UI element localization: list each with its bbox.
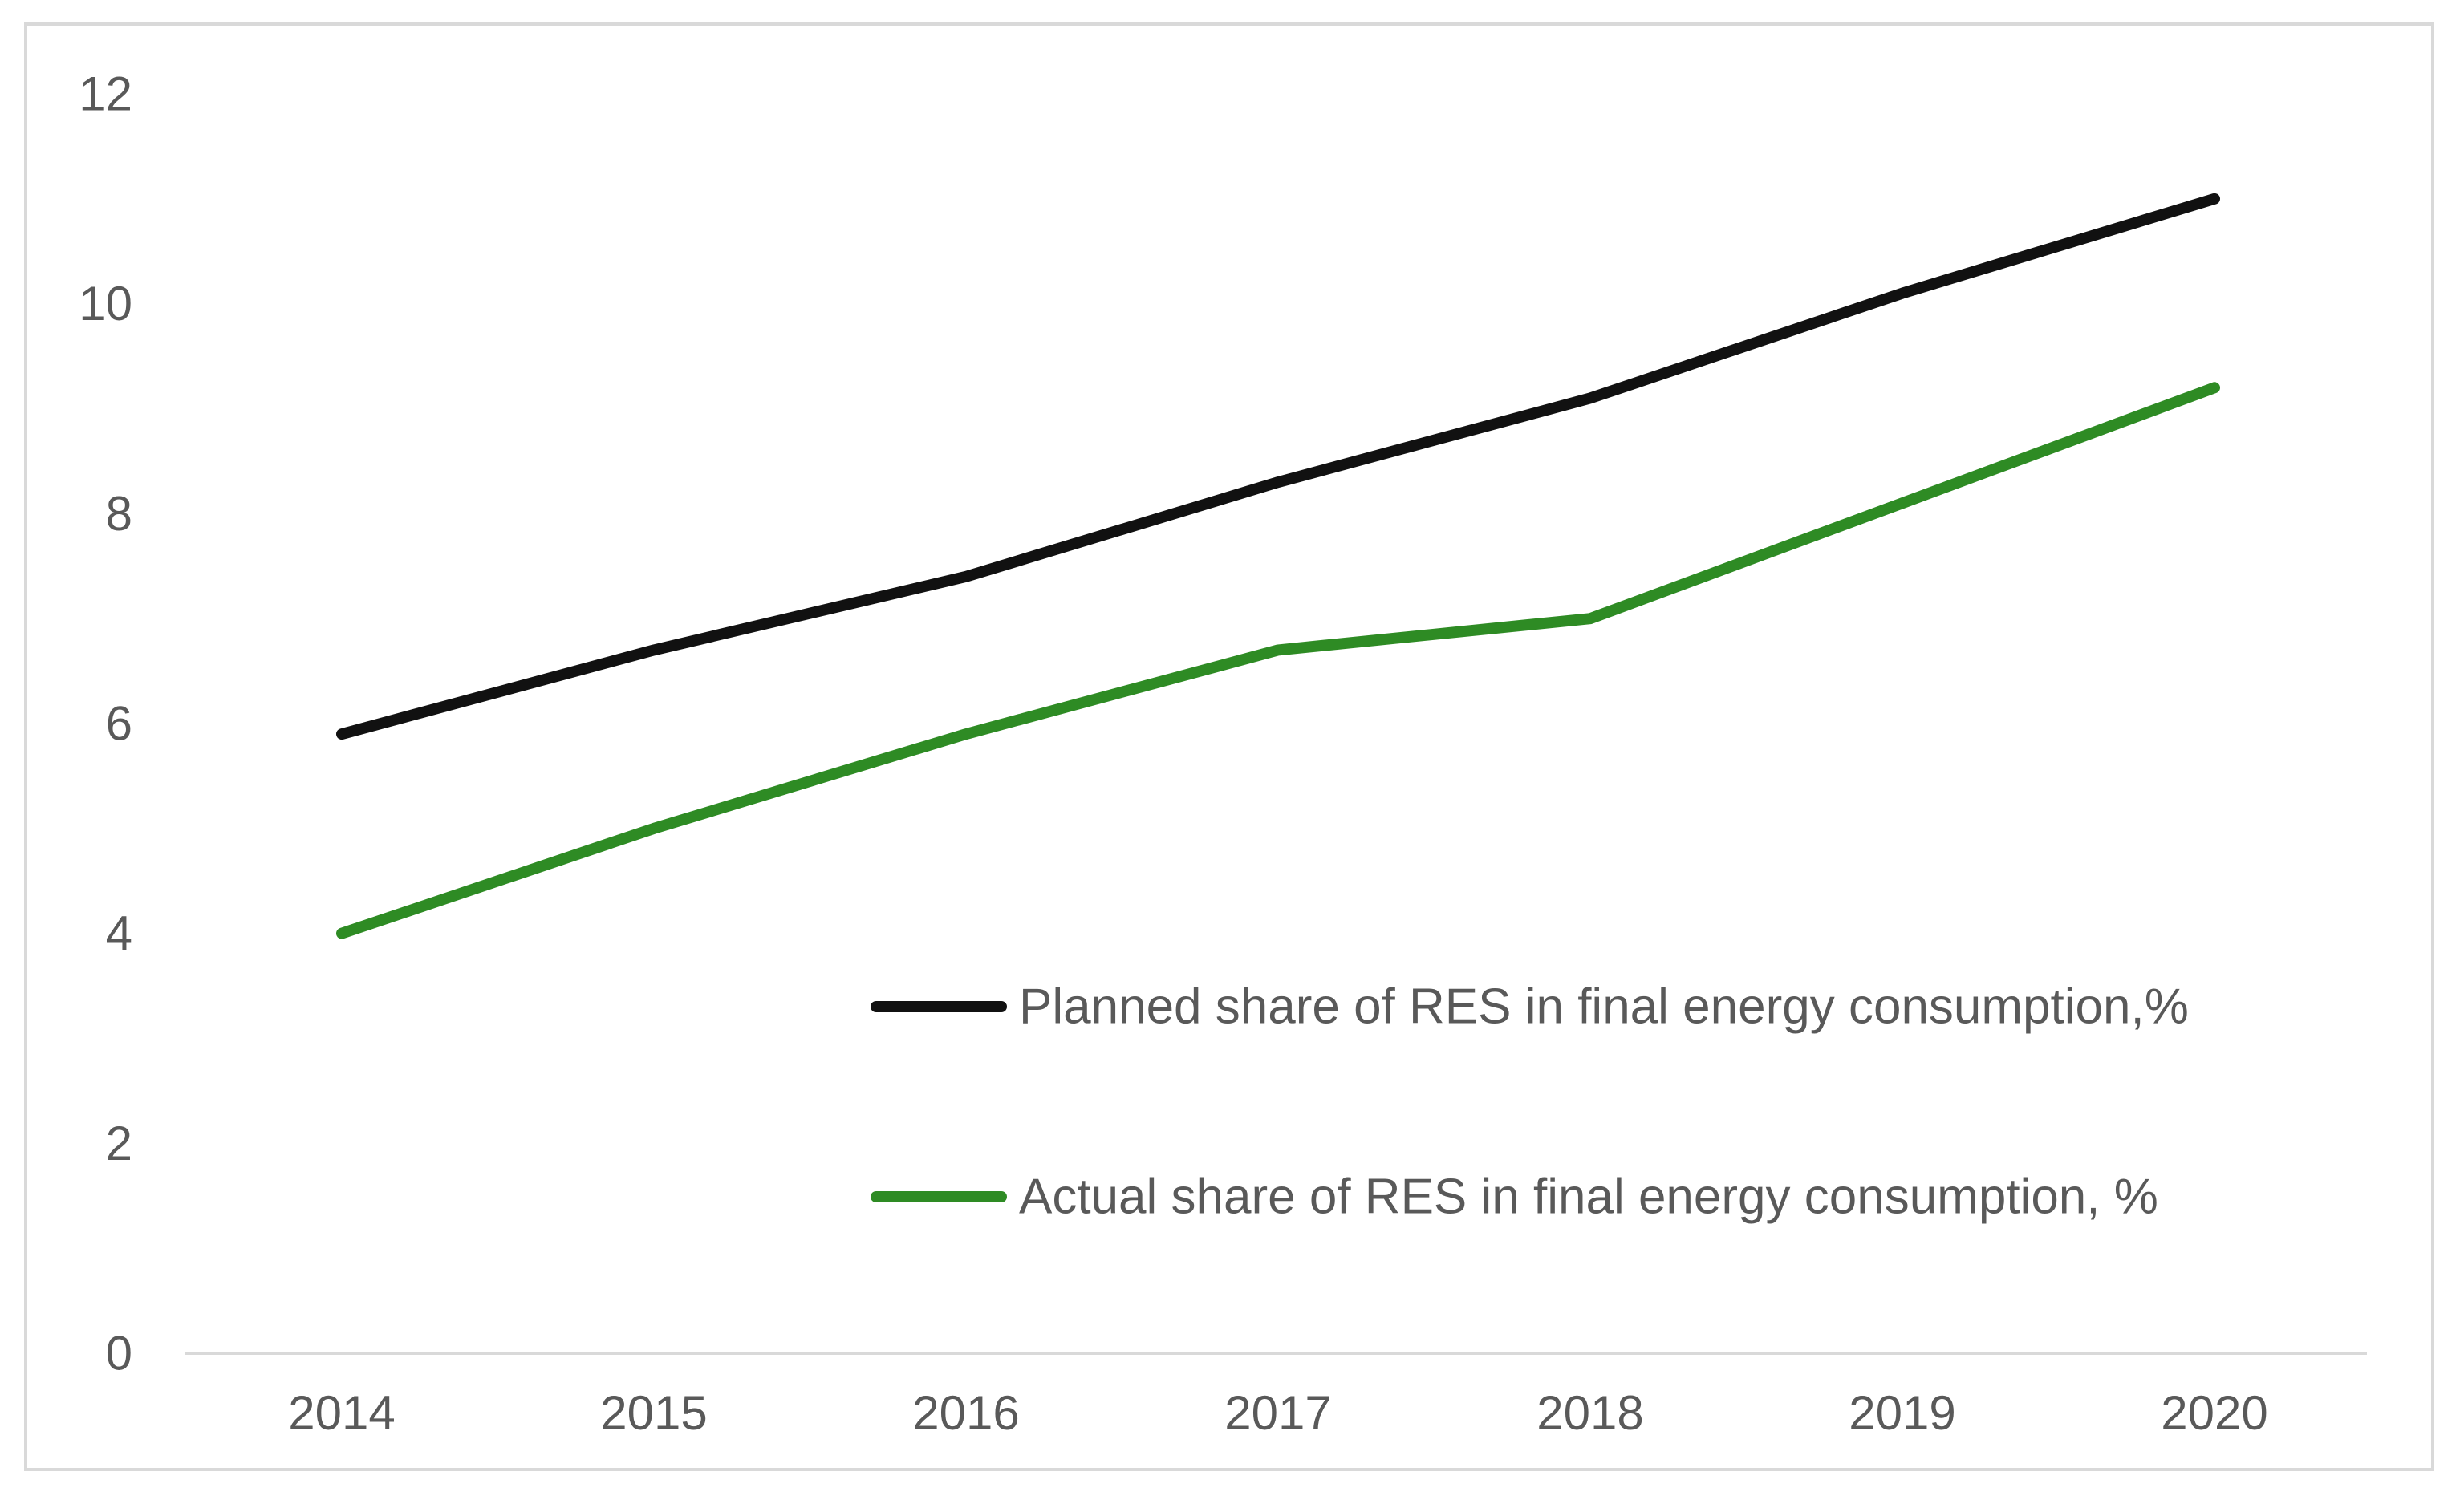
x-tick-label-2019: 2019	[1849, 1386, 1955, 1440]
x-tick-label-2018: 2018	[1536, 1386, 1643, 1440]
x-tick-label-2017: 2017	[1224, 1386, 1331, 1440]
y-tick-label-2: 2	[106, 1117, 132, 1170]
data-point-1-2020	[2214, 387, 2215, 388]
data-point-1-2019	[1902, 502, 1903, 504]
y-tick-label-0: 0	[106, 1327, 132, 1380]
data-point-0-2014	[341, 733, 343, 735]
x-tick-label-2015: 2015	[600, 1386, 707, 1440]
legend-label-1: Actual share of RES in final energy cons…	[1019, 1170, 2158, 1225]
y-tick-label-10: 10	[79, 277, 132, 330]
x-tick-label-2020: 2020	[2161, 1386, 2267, 1440]
data-point-1-2016	[965, 733, 967, 735]
data-point-0-2019	[1902, 293, 1903, 294]
x-tick-label-2014: 2014	[288, 1386, 395, 1440]
data-point-1-2014	[341, 933, 343, 934]
data-point-1-2017	[1277, 649, 1279, 651]
y-tick-label-4: 4	[106, 906, 132, 960]
data-point-0-2018	[1589, 397, 1591, 399]
x-tick-label-2016: 2016	[912, 1386, 1019, 1440]
chart-frame	[24, 22, 2434, 1471]
data-point-0-2016	[965, 576, 967, 578]
y-tick-label-6: 6	[106, 697, 132, 751]
data-point-0-2017	[1277, 481, 1279, 483]
series-line-0	[336, 193, 2220, 740]
series-line-1	[336, 382, 2220, 939]
data-point-1-2015	[653, 828, 655, 829]
data-point-0-2020	[2214, 198, 2215, 200]
legend: Planned share of RES in final energy con…	[871, 979, 2189, 1225]
data-point-1-2018	[1589, 618, 1591, 619]
y-tick-label-8: 8	[106, 487, 132, 541]
legend-label-0: Planned share of RES in final energy con…	[1019, 979, 2189, 1035]
data-point-0-2015	[653, 649, 655, 651]
y-axis-ticks: 0 2 4 6 8 10 12	[79, 67, 132, 1380]
x-axis-ticks: 2014 2015 2016 2017 2018 2019 2020	[288, 1386, 2267, 1440]
y-tick-label-12: 12	[79, 67, 132, 121]
series-lines	[336, 193, 2220, 939]
